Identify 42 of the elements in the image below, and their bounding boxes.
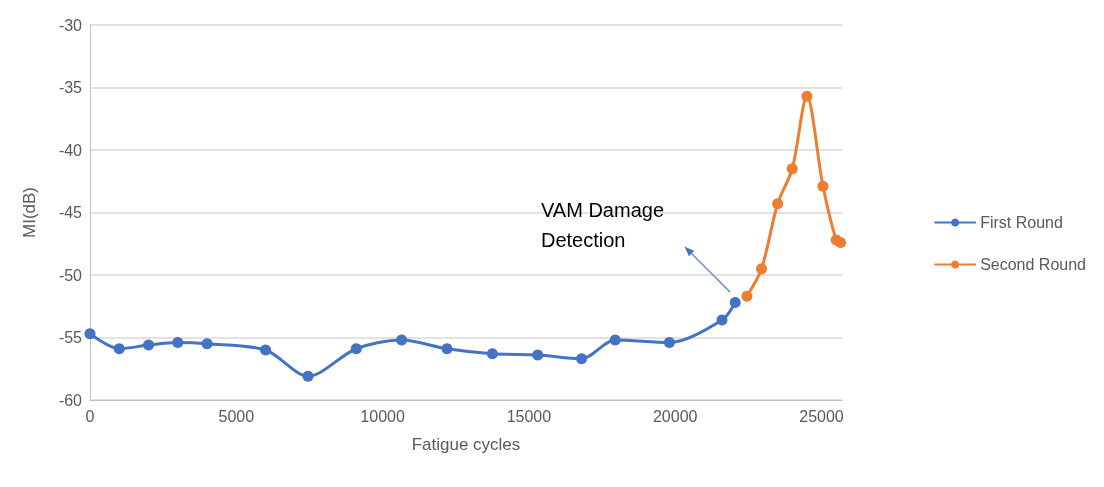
y-tick-label: -60 — [58, 391, 83, 409]
point — [786, 163, 798, 175]
point — [801, 90, 813, 102]
x-tick-label: 10000 — [360, 407, 405, 425]
y-tick-label: -40 — [58, 141, 83, 159]
point — [772, 198, 784, 210]
point — [441, 343, 453, 355]
y-tick-label: -50 — [58, 266, 83, 284]
annotation: VAM Damage Detection — [541, 199, 665, 251]
point — [84, 328, 96, 340]
y-axis-title: MI(dB) — [20, 187, 39, 238]
x-tick-label: 15000 — [506, 407, 552, 425]
point — [817, 180, 829, 192]
x-tick-label: 5000 — [218, 407, 255, 425]
y-tick-label: -45 — [58, 204, 83, 221]
legend-label: Second Round — [980, 256, 1086, 273]
point — [532, 349, 544, 361]
point — [260, 344, 272, 356]
y-tick-label: -55 — [58, 329, 83, 346]
point — [609, 334, 621, 346]
point — [396, 334, 408, 346]
point — [729, 297, 741, 308]
x-tick-label: 25000 — [799, 407, 844, 425]
x-axis-title: Fatigue cycles — [411, 435, 521, 454]
point — [576, 353, 588, 365]
point — [741, 290, 753, 302]
point — [716, 314, 728, 326]
point — [486, 348, 498, 360]
point — [663, 337, 675, 348]
point — [172, 337, 184, 348]
point — [350, 343, 362, 355]
x-tick-label: 0 — [85, 407, 95, 425]
legend-label: First Round — [980, 214, 1063, 231]
x-tick-label: 20000 — [652, 407, 698, 425]
y-tick-label: -35 — [58, 79, 83, 96]
point — [302, 370, 314, 382]
point — [835, 237, 847, 248]
point — [201, 338, 213, 350]
y-tick-label: -30 — [58, 16, 83, 34]
point — [113, 343, 125, 355]
point — [756, 263, 768, 275]
point — [143, 339, 155, 351]
